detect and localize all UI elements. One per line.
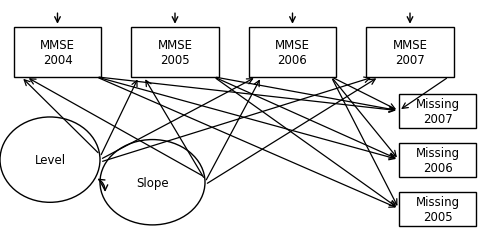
FancyBboxPatch shape [366,28,454,78]
FancyBboxPatch shape [399,192,476,226]
Text: MMSE
2005: MMSE 2005 [158,38,192,66]
Text: Missing
2005: Missing 2005 [416,195,460,223]
FancyBboxPatch shape [248,28,336,78]
Ellipse shape [100,140,205,225]
Text: Level: Level [34,154,66,166]
Text: Missing
2007: Missing 2007 [416,97,460,125]
FancyBboxPatch shape [399,94,476,128]
FancyBboxPatch shape [131,28,218,78]
FancyBboxPatch shape [14,28,101,78]
FancyBboxPatch shape [399,143,476,177]
Ellipse shape [0,118,100,202]
Text: Missing
2006: Missing 2006 [416,146,460,174]
Text: MMSE
2007: MMSE 2007 [392,38,428,66]
Text: MMSE
2006: MMSE 2006 [275,38,310,66]
Text: MMSE
2004: MMSE 2004 [40,38,75,66]
Text: Slope: Slope [136,176,169,189]
